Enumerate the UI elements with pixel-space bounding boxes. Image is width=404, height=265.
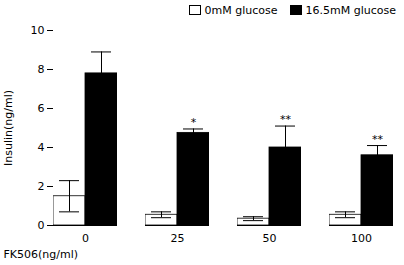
html-text:0mM glucose: 0mM glucose [204,3,278,17]
svg-text:FK506(ng/ml): FK506(ng/ml) [4,248,79,261]
svg-text:Insulin(ng/ml): Insulin(ng/ml) [2,90,15,166]
svg-text:**: ** [372,133,384,146]
svg-text:*: * [191,116,197,129]
svg-text:10: 10 [31,24,45,37]
svg-text:50: 50 [263,232,277,245]
svg-text:100: 100 [351,232,372,245]
svg-text:8: 8 [38,63,45,76]
svg-text:0: 0 [82,232,89,245]
svg-text:25: 25 [171,232,185,245]
svg-text:**: ** [280,113,292,126]
svg-text:0: 0 [38,219,45,232]
svg-text:6: 6 [38,102,45,115]
svg-text:4: 4 [38,141,45,154]
svg-text:2: 2 [38,180,45,193]
html-text:16.5mM glucose: 16.5mM glucose [305,3,396,17]
